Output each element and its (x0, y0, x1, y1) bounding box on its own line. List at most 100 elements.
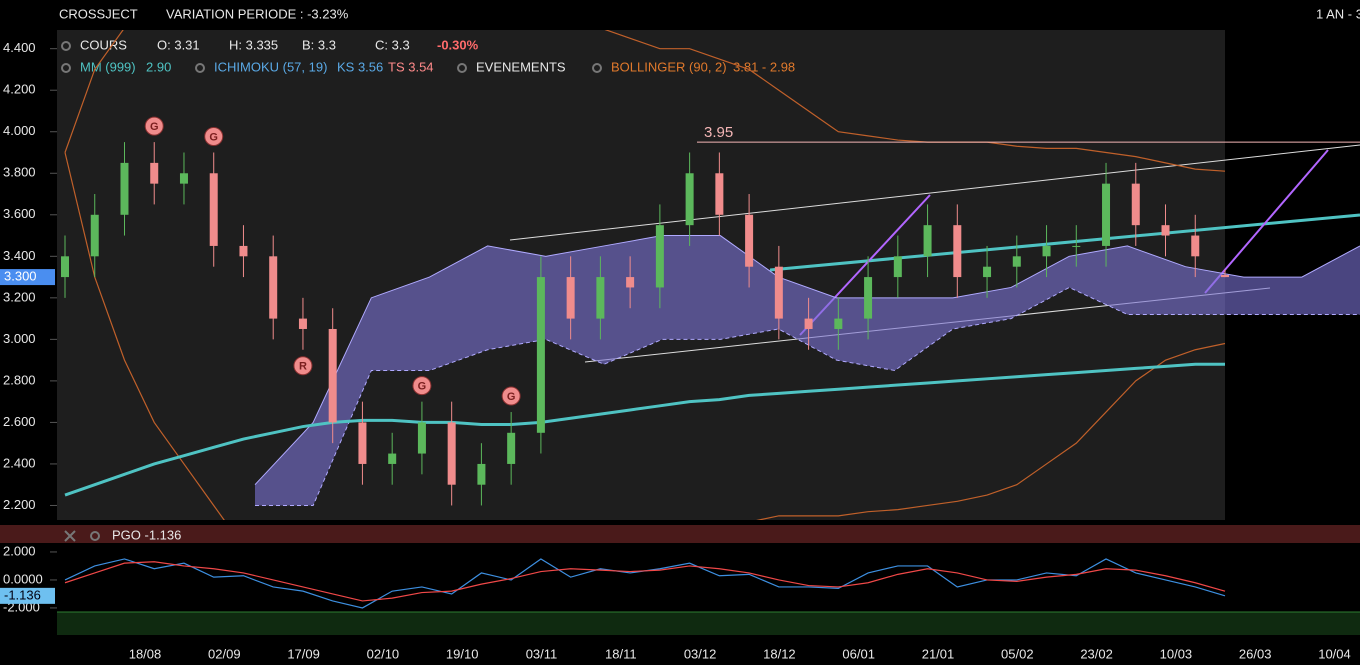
candle-body (1161, 225, 1170, 236)
candle-body (447, 422, 456, 485)
price-label: 3.300 (4, 269, 37, 284)
legend-high: H: 3.335 (229, 37, 278, 52)
layer: 3.95 G G R G G (61, 30, 1360, 520)
moving-average (64, 362, 1225, 497)
candle-body (477, 463, 486, 485)
y-tick-label: 0.0000 (3, 571, 43, 586)
period-selector[interactable]: 1 AN - 3 (1316, 6, 1360, 21)
event-marker[interactable] (293, 356, 313, 376)
candle-body (953, 225, 962, 278)
event-label: G (418, 381, 427, 393)
candle-body (893, 256, 902, 278)
event-label: G (507, 391, 516, 403)
candle-body (685, 173, 694, 226)
candle-body (358, 422, 367, 464)
legend-open: O: 3.31 (157, 37, 200, 52)
gear-icon[interactable] (61, 63, 71, 73)
bollinger-upper (64, 30, 1226, 172)
x-tick-label: 02/10 (367, 646, 400, 661)
indicator-bar (0, 525, 1360, 543)
legend-events[interactable]: EVENEMENTS (476, 59, 566, 74)
gear-icon[interactable] (457, 63, 467, 73)
event-marker[interactable] (144, 116, 164, 136)
y-tick-label: 2.400 (3, 455, 36, 470)
x-tick-label: 05/02 (1001, 646, 1034, 661)
event-marker[interactable] (412, 376, 432, 396)
pgo-box (0, 587, 55, 604)
y-tick-label: 4.400 (3, 40, 36, 55)
y-tick-label: 3.200 (3, 289, 36, 304)
x-tick-label: 18/11 (605, 646, 637, 661)
gear-icon[interactable] (61, 41, 71, 51)
candle-body (150, 162, 159, 184)
pgo-zone (57, 612, 1360, 635)
candle-body (328, 328, 337, 423)
layer (64, 558, 1226, 609)
annotation-label: 3.95 (704, 124, 733, 141)
trend-line (1204, 149, 1329, 294)
event-label: G (209, 131, 218, 143)
pgo-header: PGO -1.136 (64, 527, 181, 542)
variation: VARIATION PERIODE : -3.23% (166, 6, 349, 21)
gear-icon[interactable] (195, 63, 205, 73)
x-tick-label: 19/10 (446, 646, 479, 661)
gear-icon[interactable] (592, 63, 602, 73)
legend-low: B: 3.3 (302, 37, 336, 52)
x-tick-label: 10/03 (1160, 646, 1193, 661)
candle-body (1012, 256, 1021, 267)
x-tick-label: 06/01 (842, 646, 875, 661)
price-box (0, 269, 55, 286)
candle-body (388, 453, 397, 464)
candle-body (596, 277, 605, 319)
candle-body (1042, 245, 1051, 257)
candle-body (61, 256, 69, 278)
legend-cours: COURS (80, 37, 127, 52)
legend-bollinger-value: 3.81 - 2.98 (733, 59, 795, 74)
y-tick-label: 3.600 (3, 206, 36, 221)
y-tick-label: 2.600 (3, 414, 36, 429)
symbol: CROSSJECT (59, 6, 138, 21)
candle-body (1221, 275, 1229, 278)
event-marker[interactable] (204, 127, 224, 146)
candle-body (120, 162, 129, 215)
cloud-fill (255, 235, 1360, 506)
gear-icon[interactable] (90, 531, 100, 541)
pgo-label: -1.136 (4, 587, 41, 602)
y-tick-label: 2.800 (3, 372, 36, 387)
candle-body (834, 318, 843, 329)
candle-body (269, 256, 278, 319)
x-tick-label: 23/02 (1080, 646, 1113, 661)
close-icon[interactable] (64, 530, 76, 542)
span-b (255, 286, 1360, 506)
x-tick-label: 18/12 (763, 646, 796, 661)
event-label: R (299, 361, 307, 373)
candle-body (90, 214, 99, 257)
legend-bollinger[interactable]: BOLLINGER (90, 2) (611, 59, 727, 74)
y-tick-label: 2.200 (3, 497, 36, 512)
x-tick-label: 21/01 (922, 646, 955, 661)
span-a (254, 235, 1360, 486)
event-marker[interactable] (501, 386, 521, 406)
x-tick-label: 10/04 (1318, 646, 1351, 661)
candle-body (715, 173, 724, 215)
candle-body (298, 318, 307, 329)
candle-body (983, 266, 992, 278)
candle-body (1131, 183, 1140, 226)
candle-body (804, 318, 813, 329)
candle-body (626, 277, 635, 288)
x-tick-label: 18/08 (129, 646, 162, 661)
x-tick-label: 02/09 (208, 646, 241, 661)
y-tick-label: 3.000 (3, 331, 36, 346)
candle-body (239, 245, 248, 257)
candle-body (536, 277, 545, 433)
candle-body (1072, 245, 1081, 247)
bollinger-lower (64, 152, 1226, 520)
y-tick-label: 3.400 (3, 248, 36, 263)
legend-mm[interactable]: MM (999) (80, 59, 136, 74)
candle-body (923, 225, 932, 257)
legend-ichimoku[interactable]: ICHIMOKU (57, 19) (214, 59, 327, 74)
x-tick-label: 03/11 (526, 646, 558, 661)
candle-body (179, 173, 188, 184)
x-tick-label: 17/09 (287, 646, 320, 661)
